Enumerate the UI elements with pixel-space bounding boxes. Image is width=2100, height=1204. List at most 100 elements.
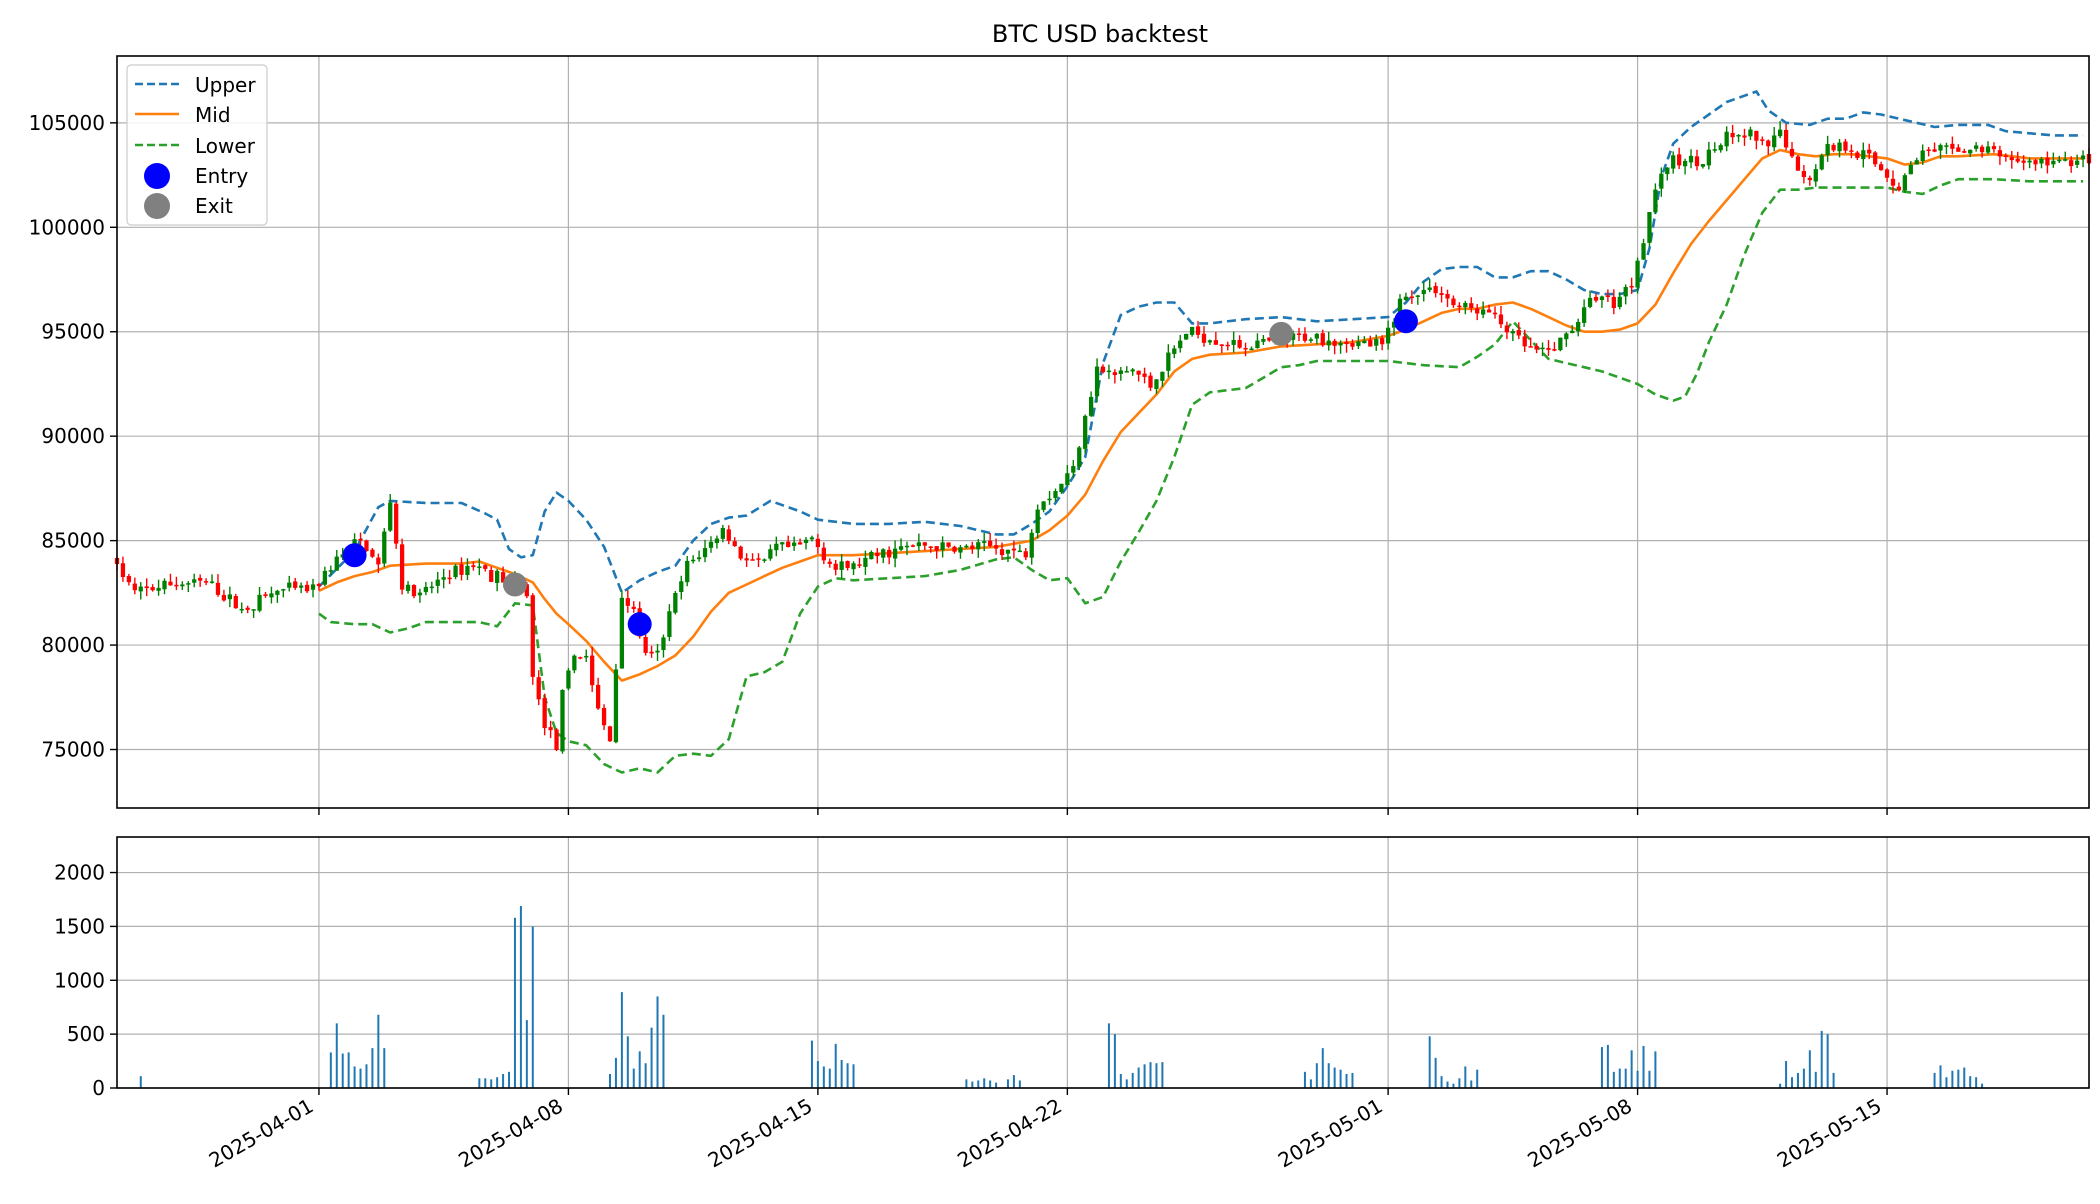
volume-bar bbox=[383, 1048, 386, 1088]
volume-bar bbox=[1808, 1050, 1811, 1088]
candle-down bbox=[833, 563, 838, 570]
volume-bar bbox=[977, 1080, 980, 1088]
candle-up bbox=[1908, 164, 1913, 175]
candle-down bbox=[1516, 330, 1521, 336]
candle-up bbox=[1653, 189, 1658, 213]
candle-down bbox=[1807, 177, 1812, 181]
volume-bar bbox=[632, 1068, 635, 1088]
candle-down bbox=[370, 549, 375, 557]
volume-bar bbox=[1446, 1081, 1449, 1088]
volume-bar bbox=[1814, 1071, 1817, 1088]
candle-up bbox=[1178, 340, 1183, 349]
candle-up bbox=[762, 559, 767, 561]
candle-up bbox=[429, 586, 434, 589]
candle-up bbox=[1819, 155, 1824, 170]
candle-up bbox=[1968, 149, 1973, 154]
candle-down bbox=[1956, 147, 1961, 152]
candle-up bbox=[423, 586, 429, 593]
volume-bar bbox=[1119, 1073, 1122, 1088]
volume-bar bbox=[490, 1079, 493, 1088]
volume-bar bbox=[371, 1048, 374, 1088]
volume-bar bbox=[1779, 1083, 1782, 1088]
candle-down bbox=[1475, 308, 1480, 314]
candle-up bbox=[1718, 145, 1723, 151]
candle-up bbox=[791, 542, 797, 546]
legend: Upper Mid Lower Entry Exit bbox=[126, 64, 268, 226]
candle-down bbox=[1873, 152, 1878, 165]
volume-axes-frame bbox=[116, 836, 2090, 1089]
volume-bar bbox=[335, 1023, 338, 1088]
candle-up bbox=[388, 502, 393, 531]
volume-bar bbox=[662, 1014, 665, 1088]
candle-down bbox=[1878, 164, 1884, 171]
candle-up bbox=[1047, 498, 1052, 501]
candle-up bbox=[1255, 340, 1260, 349]
price-ytick-label: 90000 bbox=[41, 424, 105, 448]
volume-bar bbox=[1428, 1036, 1431, 1088]
candle-up bbox=[803, 539, 809, 543]
volume-bar bbox=[1939, 1065, 1942, 1088]
candle-up bbox=[1570, 330, 1575, 334]
candle-up bbox=[334, 556, 339, 571]
candle-down bbox=[1605, 295, 1611, 298]
candle-down bbox=[304, 584, 310, 592]
candle-down bbox=[1011, 548, 1017, 551]
candle-down bbox=[1469, 303, 1474, 309]
volume-bar bbox=[1434, 1057, 1437, 1088]
candle-down bbox=[1997, 150, 2003, 157]
candle-down bbox=[1760, 139, 1765, 141]
candle-down bbox=[1528, 346, 1533, 348]
candle-down bbox=[601, 708, 607, 726]
candle-up bbox=[281, 589, 286, 591]
volume-bar bbox=[1345, 1073, 1348, 1088]
volume-bar bbox=[1933, 1072, 1936, 1088]
volume-bar bbox=[341, 1053, 344, 1088]
candle-down bbox=[2033, 160, 2038, 165]
candle-down bbox=[952, 546, 957, 552]
candle-up bbox=[1540, 347, 1545, 350]
legend-label-entry: Entry bbox=[195, 164, 248, 188]
candle-up bbox=[495, 570, 500, 583]
volume-bar bbox=[531, 926, 534, 1088]
candle-up bbox=[566, 670, 571, 689]
candle-up bbox=[1207, 340, 1213, 343]
volume-bar bbox=[1832, 1072, 1835, 1088]
candle-up bbox=[809, 537, 815, 540]
price-y-axis: 75000 80000 85000 90000 95000 100000 105000 bbox=[29, 111, 117, 762]
volume-bar bbox=[1636, 1070, 1639, 1088]
price-ytick-label: 80000 bbox=[41, 633, 105, 657]
volume-bar bbox=[620, 992, 623, 1088]
candle-down bbox=[1801, 171, 1807, 178]
candle-up bbox=[269, 593, 274, 598]
volume-bar bbox=[502, 1073, 505, 1088]
candle-down bbox=[1629, 285, 1634, 288]
candle-up bbox=[1659, 173, 1664, 189]
candle-up bbox=[1617, 296, 1622, 308]
volume-bar bbox=[1820, 1030, 1823, 1088]
volume-bar bbox=[1802, 1068, 1805, 1088]
candle-down bbox=[1694, 156, 1700, 167]
candle-up bbox=[1688, 155, 1694, 163]
entry-marker bbox=[342, 543, 367, 568]
volume-bar bbox=[513, 917, 516, 1088]
candle-down bbox=[988, 540, 993, 546]
trade-markers bbox=[342, 309, 1418, 637]
volume-bar bbox=[1648, 1070, 1651, 1088]
candle-down bbox=[483, 565, 488, 569]
candle-down bbox=[1991, 146, 1997, 150]
candle-down bbox=[1932, 149, 1937, 152]
candle-up bbox=[708, 541, 714, 548]
candle-down bbox=[625, 598, 630, 606]
candle-up bbox=[2039, 158, 2044, 164]
volume-bar bbox=[1018, 1080, 1021, 1088]
candle-up bbox=[1088, 396, 1094, 416]
candle-down bbox=[1742, 135, 1747, 138]
price-x-axis-ticks bbox=[318, 808, 1888, 815]
candle-down bbox=[1267, 337, 1272, 341]
candle-down bbox=[1867, 149, 1872, 154]
candle-up bbox=[613, 669, 619, 743]
candle-up bbox=[1682, 160, 1688, 167]
candle-down bbox=[542, 697, 547, 729]
candle-down bbox=[590, 655, 595, 686]
volume-bar bbox=[1791, 1077, 1794, 1088]
